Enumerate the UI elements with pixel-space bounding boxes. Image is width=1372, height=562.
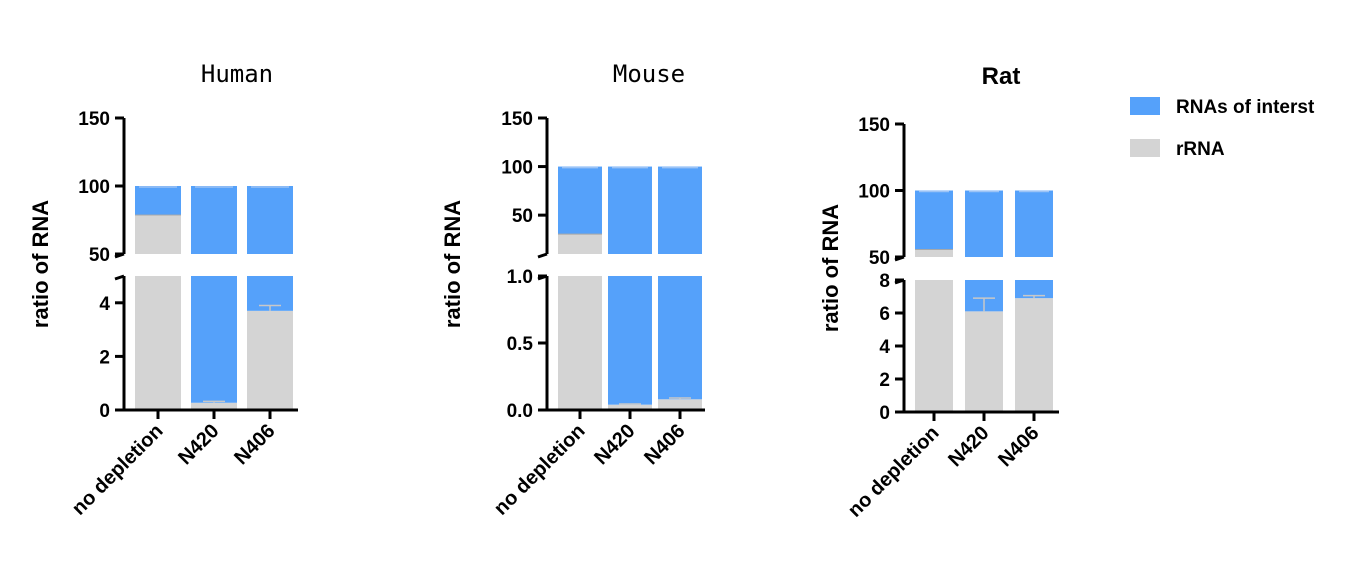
x-tick-label-rat-n406: N406 bbox=[994, 422, 1043, 471]
y-tick-label-lower-rat-8: 8 bbox=[879, 271, 890, 292]
x-tick-label-rat-no-depletion: no depletion bbox=[844, 422, 944, 522]
x-tick-label-human-n420: N420 bbox=[174, 420, 223, 469]
bar-rrna-lower-rat-n420 bbox=[965, 311, 1003, 412]
chart-human: no depletion N420 N406 0 2 4 50 100 150 ratio of … bbox=[28, 60, 298, 520]
y-tick-label-lower-human-4: 4 bbox=[99, 294, 110, 315]
y-tick-label-lower-human-2: 2 bbox=[99, 347, 110, 368]
bar-interest-lower-mouse-n420 bbox=[608, 276, 652, 405]
bar-interest-upper-rat-n406 bbox=[1015, 190, 1053, 257]
bar-interest-upper-human-n406 bbox=[247, 186, 293, 254]
y-tick-label-upper-mouse-50: 50 bbox=[512, 206, 533, 227]
y-axis-label-mouse: ratio of RNA bbox=[440, 200, 465, 328]
legend-swatch-rnas-of-interest bbox=[1130, 97, 1160, 115]
bar-rrna-lower-human-n406 bbox=[247, 310, 293, 410]
y-axis-label-rat: ratio of RNA bbox=[818, 204, 843, 332]
x-tick-label-mouse-n406: N406 bbox=[640, 420, 689, 469]
bar-interest-lower-human-n420 bbox=[191, 276, 237, 403]
x-tick-label-rat-n420: N420 bbox=[944, 422, 993, 471]
chart-rat: no depletion N420 N406 0 2 4 6 850 100 150 ratio o… bbox=[818, 63, 1059, 522]
y-tick-label-upper-human-100: 100 bbox=[78, 177, 110, 198]
chart-title-rat: Rat bbox=[982, 63, 1021, 90]
y-tick-label-lower-rat-6: 6 bbox=[879, 304, 890, 325]
bar-interest-upper-human-no-depletion bbox=[135, 186, 181, 215]
y-tick-label-upper-mouse-150: 150 bbox=[501, 109, 533, 130]
bar-rrna-lower-mouse-n406 bbox=[658, 399, 702, 410]
bar-rrna-lower-mouse-no-depletion bbox=[558, 276, 602, 410]
y-tick-label-lower-mouse-1-0: 1.0 bbox=[507, 267, 533, 288]
chart-mouse: no depletion N420 N406 0.0 0.5 1.0 50 100 150 rat… bbox=[440, 60, 705, 520]
bar-rrna-lower-rat-n406 bbox=[1015, 298, 1053, 412]
bar-interest-upper-human-n420 bbox=[191, 186, 237, 254]
legend-swatch-rrna bbox=[1130, 139, 1160, 157]
y-tick-label-lower-mouse-0-5: 0.5 bbox=[507, 334, 534, 355]
x-tick-label-human-no-depletion: no depletion bbox=[68, 420, 168, 520]
bar-rrna-upper-rat-no-depletion bbox=[915, 249, 953, 257]
chart-title-mouse: Mouse bbox=[613, 60, 685, 88]
bar-rrna-upper-human-no-depletion bbox=[135, 214, 181, 254]
y-tick-label-upper-rat-50: 50 bbox=[869, 248, 890, 269]
legend-label-rnas-of-interest: RNAs of interst bbox=[1176, 97, 1315, 118]
bar-rrna-lower-rat-no-depletion bbox=[915, 280, 953, 412]
legend-label-rrna: rRNA bbox=[1176, 139, 1225, 160]
x-tick-label-human-n406: N406 bbox=[230, 420, 279, 469]
y-tick-label-upper-rat-150: 150 bbox=[858, 115, 890, 136]
y-tick-label-lower-rat-0: 0 bbox=[879, 403, 890, 424]
bar-rrna-upper-mouse-no-depletion bbox=[558, 233, 602, 254]
bar-interest-lower-rat-n406 bbox=[1015, 280, 1053, 299]
bar-interest-upper-rat-n420 bbox=[965, 190, 1003, 257]
chart-title-human: Human bbox=[201, 60, 273, 88]
x-tick-label-mouse-n420: N420 bbox=[590, 420, 639, 469]
bar-interest-lower-mouse-n406 bbox=[658, 276, 702, 400]
bar-interest-upper-rat-no-depletion bbox=[915, 190, 953, 250]
bar-interest-upper-mouse-no-depletion bbox=[558, 166, 602, 234]
y-tick-label-lower-mouse-0-0: 0.0 bbox=[507, 401, 533, 422]
axis-break-upper-mouse bbox=[537, 252, 548, 259]
bar-rrna-lower-human-no-depletion bbox=[135, 276, 181, 410]
y-tick-label-upper-human-150: 150 bbox=[78, 109, 110, 130]
y-tick-label-lower-rat-4: 4 bbox=[879, 337, 890, 358]
x-tick-label-mouse-no-depletion: no depletion bbox=[490, 420, 590, 520]
y-tick-label-upper-rat-100: 100 bbox=[858, 182, 890, 203]
bar-rrna-lower-mouse-n420 bbox=[608, 404, 652, 410]
y-tick-label-upper-human-50: 50 bbox=[89, 245, 110, 266]
bar-interest-upper-mouse-n420 bbox=[608, 166, 652, 254]
y-axis-label-human: ratio of RNA bbox=[28, 200, 53, 328]
legend: RNAs of interst rRNA bbox=[1130, 97, 1315, 160]
axis-break-lower-human bbox=[114, 274, 125, 281]
y-tick-label-upper-mouse-100: 100 bbox=[501, 158, 533, 179]
bar-interest-upper-mouse-n406 bbox=[658, 166, 702, 254]
y-tick-label-lower-human-0: 0 bbox=[99, 401, 110, 422]
bar-rrna-lower-human-n420 bbox=[191, 402, 237, 410]
y-tick-label-lower-rat-2: 2 bbox=[879, 370, 890, 391]
